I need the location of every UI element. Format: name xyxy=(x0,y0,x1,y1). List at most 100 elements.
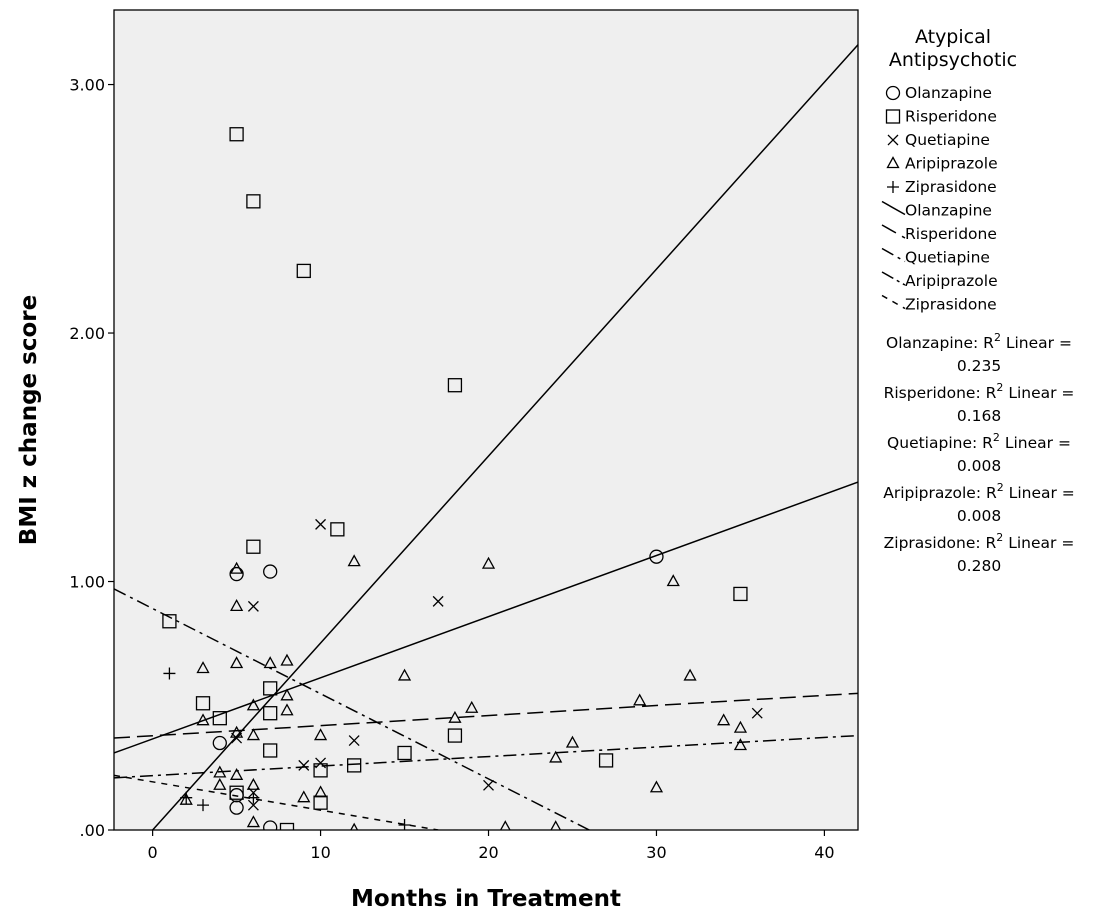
x-axis: 0 10 20 30 40 xyxy=(148,830,835,862)
data-point-olanzapine xyxy=(263,820,278,830)
legend-title: Antipsychotic xyxy=(889,49,1017,71)
data-point-aripiprazole xyxy=(481,556,496,569)
data-point-ziprasidone xyxy=(197,799,210,812)
data-point-aripiprazole xyxy=(549,750,563,763)
data-point-risperidone xyxy=(263,681,278,696)
data-point-risperidone xyxy=(229,127,244,142)
data-point-quetiapine xyxy=(751,707,763,719)
x-tick-label: 0 xyxy=(148,843,158,862)
legend-line-quetiapine xyxy=(881,247,906,263)
r2-annotation: Quetiapine: R2 Linear = xyxy=(887,431,1071,452)
data-point-aripiprazole xyxy=(263,656,277,669)
data-point-quetiapine xyxy=(231,732,243,744)
legend-label: Aripiprazole xyxy=(905,272,998,290)
data-point-quetiapine xyxy=(247,799,259,811)
data-point-quetiapine xyxy=(315,518,327,530)
r2-value: 0.008 xyxy=(957,457,1001,475)
data-point-ziprasidone xyxy=(398,819,411,830)
data-point-quetiapine xyxy=(432,595,444,607)
data-point-aripiprazole xyxy=(666,574,680,587)
data-point-olanzapine xyxy=(263,564,278,579)
data-point-aripiprazole xyxy=(280,703,294,716)
r2-annotation: Aripiprazole: R2 Linear = xyxy=(883,481,1075,502)
data-point-aripiprazole xyxy=(550,820,562,830)
data-point-aripiprazole xyxy=(683,668,697,681)
legend-line-ziprasidone xyxy=(881,294,906,310)
data-point-risperidone xyxy=(447,378,463,393)
fit-line-risperidone xyxy=(114,481,858,754)
data-point-quetiapine xyxy=(247,600,259,612)
data-point-risperidone xyxy=(279,822,295,830)
data-point-risperidone xyxy=(229,785,244,800)
data-point-quetiapine xyxy=(348,735,360,747)
legend-label: Olanzapine xyxy=(905,84,992,102)
series-ziprasidone xyxy=(163,667,411,830)
fit-line-ziprasidone xyxy=(114,588,590,830)
fit-line-olanzapine xyxy=(152,44,858,830)
data-point-aripiprazole xyxy=(280,688,294,701)
data-point-aripiprazole xyxy=(196,661,210,674)
data-point-risperidone xyxy=(397,745,412,761)
data-point-aripiprazole xyxy=(230,599,244,612)
r2-value: 0.168 xyxy=(957,407,1001,425)
legend-label: Quetiapine xyxy=(905,131,990,149)
legend-label: Quetiapine xyxy=(905,249,990,267)
data-point-aripiprazole xyxy=(297,790,311,803)
data-point-aripiprazole xyxy=(230,767,244,780)
data-point-risperidone xyxy=(733,586,748,602)
series-risperidone xyxy=(162,127,748,830)
data-point-aripiprazole xyxy=(733,720,748,733)
r2-value: 0.235 xyxy=(957,357,1001,375)
data-point-olanzapine xyxy=(649,549,664,564)
data-point-risperidone xyxy=(263,706,278,721)
r2-annotation: Olanzapine: R2 Linear = xyxy=(886,331,1072,352)
y-tick-label: 1.00 xyxy=(69,573,105,592)
data-point-olanzapine xyxy=(212,735,227,751)
data-point-risperidone xyxy=(296,263,311,279)
x-axis-title: Months in Treatment xyxy=(351,886,621,911)
data-point-risperidone xyxy=(246,539,261,554)
legend-title: Atypical xyxy=(915,26,991,48)
x-tick-label: 30 xyxy=(646,843,666,862)
data-point-aripiprazole xyxy=(246,777,260,790)
data-point-quetiapine xyxy=(483,779,494,791)
data-point-aripiprazole xyxy=(733,738,748,751)
legend-line-olanzapine xyxy=(881,200,906,216)
plot-content xyxy=(114,44,858,830)
legend-label: Aripiprazole xyxy=(905,155,998,173)
data-point-aripiprazole xyxy=(246,728,260,741)
data-point-ziprasidone xyxy=(180,791,193,804)
data-point-aripiprazole xyxy=(196,713,210,726)
series-aripiprazole xyxy=(179,554,748,830)
data-point-olanzapine xyxy=(229,566,244,582)
y-tick-label: 2.00 xyxy=(69,324,105,343)
data-point-aripiprazole xyxy=(246,698,260,711)
legend-line-aripiprazole xyxy=(881,271,906,286)
legend-label: Ziprasidone xyxy=(905,178,997,196)
data-point-aripiprazole xyxy=(499,820,511,830)
data-point-risperidone xyxy=(195,696,211,711)
data-point-risperidone xyxy=(313,763,328,778)
data-point-quetiapine xyxy=(298,759,310,771)
data-point-risperidone xyxy=(598,753,614,768)
y-axis: .00 1.00 2.00 3.00 xyxy=(69,76,114,840)
legend-marker-aripiprazole xyxy=(886,156,900,169)
data-point-aripiprazole xyxy=(350,822,359,830)
y-tick-label: .00 xyxy=(80,821,105,840)
y-tick-label: 3.00 xyxy=(69,76,105,95)
data-point-aripiprazole xyxy=(230,656,244,669)
x-tick-label: 20 xyxy=(478,843,498,862)
data-point-aripiprazole xyxy=(213,777,227,790)
legend-label: Ziprasidone xyxy=(905,296,997,314)
legend-marker-olanzapine xyxy=(885,85,901,101)
r2-value: 0.008 xyxy=(957,507,1001,525)
legend-line-risperidone xyxy=(881,224,906,239)
data-point-aripiprazole xyxy=(397,668,412,681)
plot-area xyxy=(113,9,859,831)
data-point-ziprasidone xyxy=(163,667,176,680)
r2-annotations: Olanzapine: R2 Linear = 0.235 Risperidone:… xyxy=(883,331,1075,575)
legend-label: Risperidone xyxy=(905,225,997,243)
data-point-risperidone xyxy=(347,758,362,773)
